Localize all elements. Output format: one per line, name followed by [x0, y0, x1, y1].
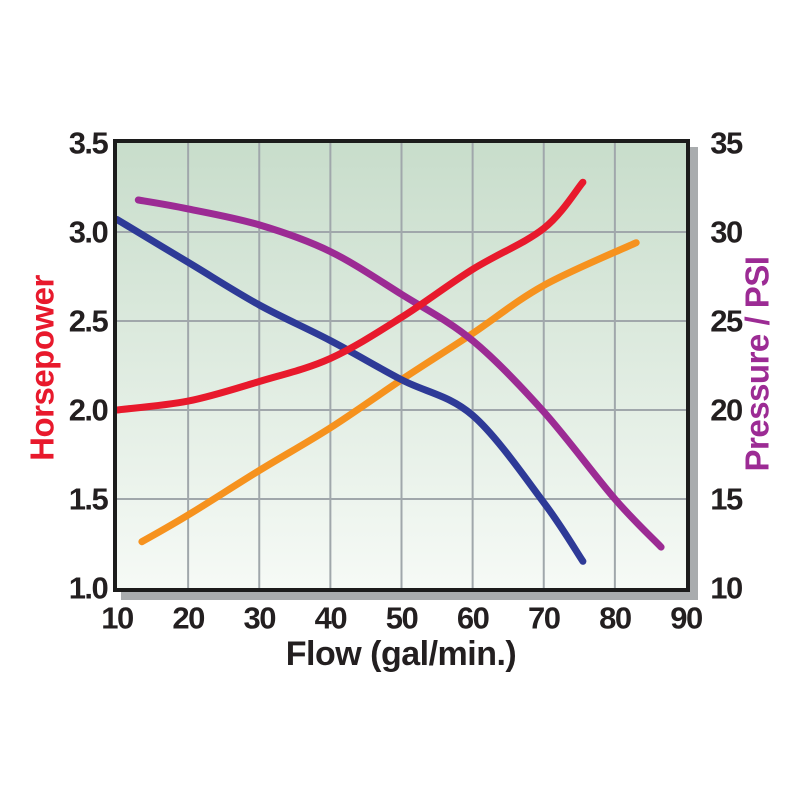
tick-label: 15: [710, 481, 743, 517]
tick-label: 30: [243, 600, 277, 636]
tick-label: 80: [599, 600, 632, 636]
tick-label: 3.5: [68, 125, 109, 161]
tick-label: 2.5: [68, 303, 109, 339]
series-blue-line: [117, 216, 587, 565]
tick-label: 35: [710, 125, 743, 161]
tick-label: 30: [710, 214, 743, 250]
tick-label: 1.0: [68, 570, 109, 606]
tick-label: 10: [101, 600, 134, 636]
tick-label: 2.0: [68, 392, 109, 428]
chart-svg: [117, 143, 686, 588]
tick-label: 10: [710, 570, 743, 606]
tick-label: 60: [456, 600, 490, 636]
tick-label: 25: [710, 303, 743, 339]
horsepower-axis-title: Horsepower: [23, 275, 61, 461]
plot-area: [113, 139, 690, 592]
tick-label: 70: [528, 600, 561, 636]
tick-label: 1.5: [68, 481, 109, 517]
tick-label: 3.0: [68, 214, 109, 250]
series-orange-line: [138, 239, 640, 546]
series-red-line: [117, 178, 587, 414]
pressure-axis-title: Pressure / PSI: [738, 256, 776, 472]
series-purple-line: [134, 196, 665, 551]
flow-axis-title: Flow (gal/min.): [285, 635, 517, 673]
tick-label: 20: [710, 392, 743, 428]
tick-label: 20: [172, 600, 205, 636]
tick-label: 90: [670, 600, 703, 636]
tick-label: 50: [385, 600, 419, 636]
tick-label: 40: [314, 600, 348, 636]
